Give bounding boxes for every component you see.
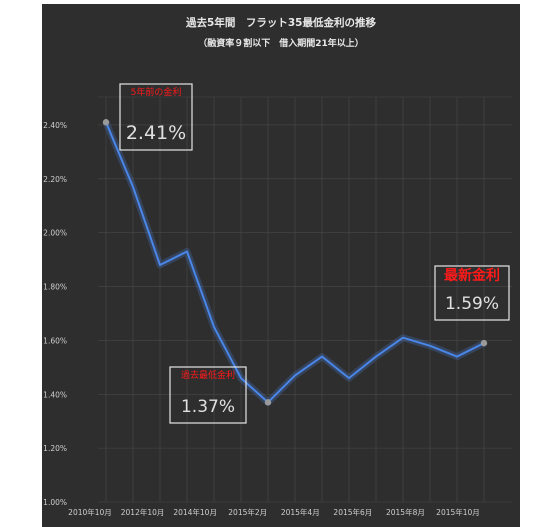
data-point-marker bbox=[480, 339, 488, 347]
data-point-marker bbox=[264, 399, 272, 406]
x-tick-label: 2010年10月 bbox=[68, 507, 112, 517]
x-tick-label: 2015年2月 bbox=[228, 507, 267, 517]
callout-label: 最新金利 bbox=[444, 267, 500, 284]
y-tick-label: 1.00% bbox=[43, 498, 67, 507]
x-tick-label: 2015年10月 bbox=[436, 507, 480, 517]
callout-value: 2.41% bbox=[126, 122, 186, 144]
rate-chart: 過去5年間 フラット35最低金利の推移 （融資率９割以下 借入期間21年以上） … bbox=[43, 16, 512, 517]
chart-panel: 過去5年間 フラット35最低金利の推移 （融資率９割以下 借入期間21年以上） … bbox=[42, 4, 520, 527]
y-tick-label: 2.20% bbox=[43, 175, 67, 184]
callout-label: 5年前の金利 bbox=[131, 86, 182, 98]
data-markers bbox=[102, 119, 488, 406]
x-tick-label: 2014年10月 bbox=[173, 507, 217, 517]
x-tick-label: 2015年8月 bbox=[386, 507, 425, 517]
callout-box: 最新金利 1.59% bbox=[434, 265, 510, 321]
callout-frame bbox=[119, 83, 193, 151]
callout-frame bbox=[169, 366, 247, 424]
callout-frame bbox=[434, 265, 510, 321]
y-tick-label: 1.40% bbox=[43, 390, 67, 399]
series-line-path bbox=[105, 121, 485, 404]
series-line bbox=[102, 120, 486, 406]
callout-label: 過去最低金利 bbox=[181, 369, 235, 381]
x-tick-label: 2015年6月 bbox=[333, 507, 372, 517]
chart-subtitle: （融資率９割以下 借入期間21年以上） bbox=[198, 37, 364, 49]
callout-value: 1.59% bbox=[445, 294, 499, 314]
chart-title: 過去5年間 フラット35最低金利の推移 bbox=[185, 16, 376, 29]
y-tick-label: 1.20% bbox=[43, 444, 67, 453]
gridlines bbox=[98, 96, 512, 503]
y-tick-label: 1.80% bbox=[43, 283, 67, 292]
callout-box: 過去最低金利 1.37% bbox=[169, 366, 247, 424]
callout-value: 1.37% bbox=[181, 397, 235, 417]
y-tick-label: 2.00% bbox=[43, 229, 67, 238]
callouts: 5年前の金利 2.41% 過去最低金利 1.37% 最新金利 1.59% bbox=[119, 83, 510, 424]
y-tick-label: 2.40% bbox=[43, 121, 67, 130]
y-tick-label: 1.60% bbox=[43, 336, 67, 345]
callout-box: 5年前の金利 2.41% bbox=[119, 83, 193, 151]
x-tick-label: 2015年4月 bbox=[281, 507, 320, 517]
y-axis: 1.00% 1.20% 1.40% 1.60% 1.80% 2.00% 2.20% 2.40% bbox=[43, 121, 67, 507]
x-tick-label: 2012年10月 bbox=[121, 507, 165, 517]
x-axis: 2010年10月 2012年10月 2014年10月 2015年2月 2015年4月 20… bbox=[68, 507, 480, 517]
data-point-marker bbox=[102, 119, 110, 126]
